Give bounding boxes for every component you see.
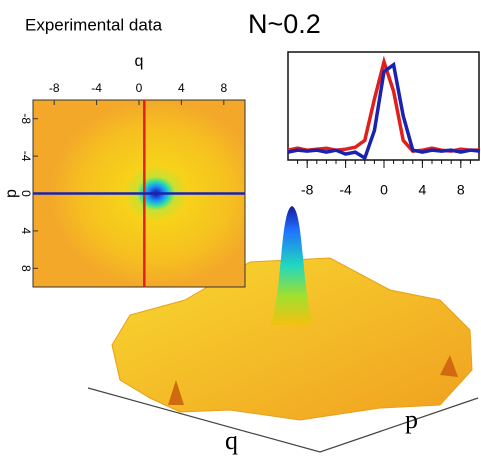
line-plot: -8 -4 0 4 8: [287, 51, 481, 198]
surface-xlabel: q: [225, 426, 238, 455]
x-tick-label: 0: [136, 81, 143, 95]
y-label: p: [3, 189, 20, 198]
x-tick-label: 8: [220, 81, 227, 95]
plot-frame: [287, 51, 480, 161]
y-tick-label: 0: [19, 190, 33, 197]
line-1: [287, 61, 481, 161]
y-tick-label: 8: [19, 265, 33, 272]
x-tick-label: -8: [49, 81, 60, 95]
surface-peak: [270, 206, 314, 325]
surface-ylabel: p: [405, 405, 418, 434]
x-tick-label: -4: [339, 182, 352, 198]
y-tick-label: 4: [19, 228, 33, 235]
x-tick-label: 8: [457, 182, 465, 198]
surface-floor: [87, 387, 479, 453]
x-label: q: [135, 53, 144, 70]
y-tick-label: -4: [19, 151, 33, 162]
heatmap: q p -8 -4 0 4 8 -8 -4 0 4 8: [3, 53, 246, 288]
label: N~0.2: [248, 9, 321, 39]
x-tick-label: 4: [419, 182, 427, 198]
title: Experimental data: [25, 15, 163, 34]
x-tick-label: -4: [91, 81, 102, 95]
x-tick-label: 0: [380, 182, 388, 198]
y-tick-label: -8: [19, 113, 33, 124]
x-tick-label: -8: [301, 182, 314, 198]
x-tick-label: 4: [178, 81, 185, 95]
